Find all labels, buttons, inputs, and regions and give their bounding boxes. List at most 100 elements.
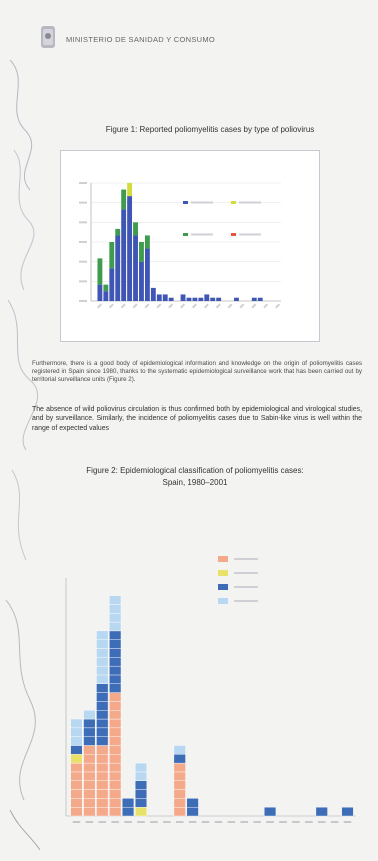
- fig2-x-tick: [98, 821, 107, 823]
- fig2-case-cell: [109, 718, 122, 729]
- fig1-bar-segment: [186, 297, 192, 301]
- fig2-case-cell: [83, 745, 96, 755]
- fig1-bar-segment: [133, 235, 138, 301]
- fig1-x-tick: [144, 303, 150, 309]
- fig1-x-tick: [180, 303, 186, 309]
- fig1-x-tick: [168, 303, 174, 309]
- fig1-bar-segment: [251, 297, 257, 301]
- ministry-name: MINISTERIO DE SANIDAD Y CONSUMO: [66, 34, 216, 44]
- fig2-case-cell: [83, 762, 96, 773]
- fig2-case-cell: [109, 639, 122, 649]
- fig2-case-cell: [96, 692, 109, 702]
- fig1-x-tick: [251, 303, 257, 309]
- fig2-case-cell: [109, 701, 122, 711]
- fig2-case-cell: [186, 806, 199, 817]
- fig2-case-cell: [109, 604, 122, 614]
- paragraph-conclusion: The absence of wild poliovirus circulati…: [32, 406, 362, 432]
- figure-1-title: Figure 1: Reported poliomyelitis cases b…: [105, 125, 315, 134]
- fig2-case-cell: [83, 780, 96, 790]
- figure-2-svg: [65, 556, 356, 823]
- fig2-case-cell: [134, 798, 148, 808]
- fig2-x-tick: [214, 821, 223, 823]
- fig1-bar-segment: [103, 291, 109, 301]
- fig2-case-cell: [70, 762, 83, 773]
- fig1-bar-segment: [216, 297, 222, 301]
- fig1-bar-segment: [139, 242, 144, 262]
- figure-2-chart: [58, 548, 358, 828]
- fig2-x-tick: [201, 821, 210, 823]
- fig1-x-tick: [192, 303, 197, 309]
- fig1-bar-segment: [210, 297, 216, 301]
- fig2-case-cell: [70, 727, 83, 737]
- fig2-case-cell: [134, 780, 148, 790]
- fig2-case-cell: [96, 683, 109, 693]
- fig2-case-cell: [70, 780, 83, 790]
- fig2-case-cell: [109, 648, 122, 658]
- fig2-case-cell: [96, 630, 109, 640]
- fig1-x-tick: [203, 303, 209, 309]
- fig2-x-tick: [240, 821, 249, 823]
- fig2-case-cell: [83, 710, 96, 720]
- fig2-case-cell: [83, 718, 96, 729]
- fig1-x-tick: [156, 303, 162, 309]
- fig1-x-tick: [239, 303, 245, 309]
- fig1-y-tick: [79, 260, 87, 263]
- fig1-bar-segment: [103, 284, 109, 292]
- fig2-case-cell: [83, 806, 96, 817]
- fig2-x-tick: [253, 821, 261, 823]
- fig1-bar-segment: [127, 183, 133, 197]
- fig2-x-tick: [343, 821, 352, 823]
- fig1-legend-swatch: [231, 201, 236, 204]
- fig1-bar-segment: [198, 297, 204, 301]
- fig1-bar-segment: [192, 297, 198, 301]
- fig2-case-cell: [173, 798, 186, 808]
- fig2-case-cell: [341, 806, 354, 817]
- fig2-case-cell: [109, 692, 122, 702]
- fig2-x-tick: [188, 821, 197, 823]
- fig2-case-cell: [70, 754, 83, 764]
- fig1-legend-swatch: [183, 233, 188, 236]
- fig2-case-cell: [186, 798, 199, 808]
- fig2-case-cell: [134, 789, 148, 799]
- fig2-x-tick: [72, 821, 81, 823]
- fig2-x-tick: [317, 821, 326, 823]
- fig2-case-cell: [109, 798, 122, 808]
- fig1-bar-segment: [156, 294, 162, 301]
- fig2-case-cell: [96, 745, 109, 755]
- fig2-case-cell: [96, 710, 109, 720]
- fig1-legend-swatch: [231, 233, 236, 236]
- fig1-legend-swatch: [183, 201, 188, 204]
- fig2-case-cell: [96, 657, 109, 667]
- figure-2-title-line2: Spain, 1980–2001: [162, 478, 228, 487]
- fig2-case-cell: [96, 718, 109, 729]
- fig1-bar-segment: [144, 235, 150, 249]
- fig1-legend-label: [191, 201, 213, 204]
- fig1-bar-segment: [150, 287, 156, 301]
- fig2-case-cell: [70, 806, 83, 817]
- fig2-case-cell: [96, 806, 109, 817]
- fig2-legend-swatch: [218, 556, 228, 562]
- fig1-bar-segment: [133, 222, 138, 236]
- fig2-case-cell: [83, 798, 96, 808]
- fig1-bar-segment: [121, 209, 127, 301]
- fig2-case-cell: [96, 762, 109, 773]
- fig2-case-cell: [96, 648, 109, 658]
- fig2-legend-swatch: [218, 570, 228, 576]
- fig1-legend-label: [239, 201, 261, 204]
- fig2-case-cell: [173, 762, 186, 773]
- fig1-bar-segment: [121, 189, 127, 210]
- fig1-bar-segment: [180, 294, 186, 301]
- fig2-case-cell: [109, 674, 122, 684]
- paragraph-surveillance: Furthermore, there is a good body of epi…: [32, 360, 362, 384]
- fig1-legend-label: [191, 233, 213, 236]
- fig2-case-cell: [109, 745, 122, 755]
- fig2-case-cell: [109, 736, 122, 746]
- figure-2-title: Figure 2: Epidemiological classification…: [70, 465, 320, 489]
- fig2-case-cell: [96, 754, 109, 764]
- fig2-case-cell: [96, 771, 109, 781]
- fig1-x-tick: [108, 303, 114, 309]
- fig1-y-tick: [79, 221, 87, 224]
- fig1-x-tick: [263, 303, 269, 309]
- fig2-x-tick: [292, 821, 300, 823]
